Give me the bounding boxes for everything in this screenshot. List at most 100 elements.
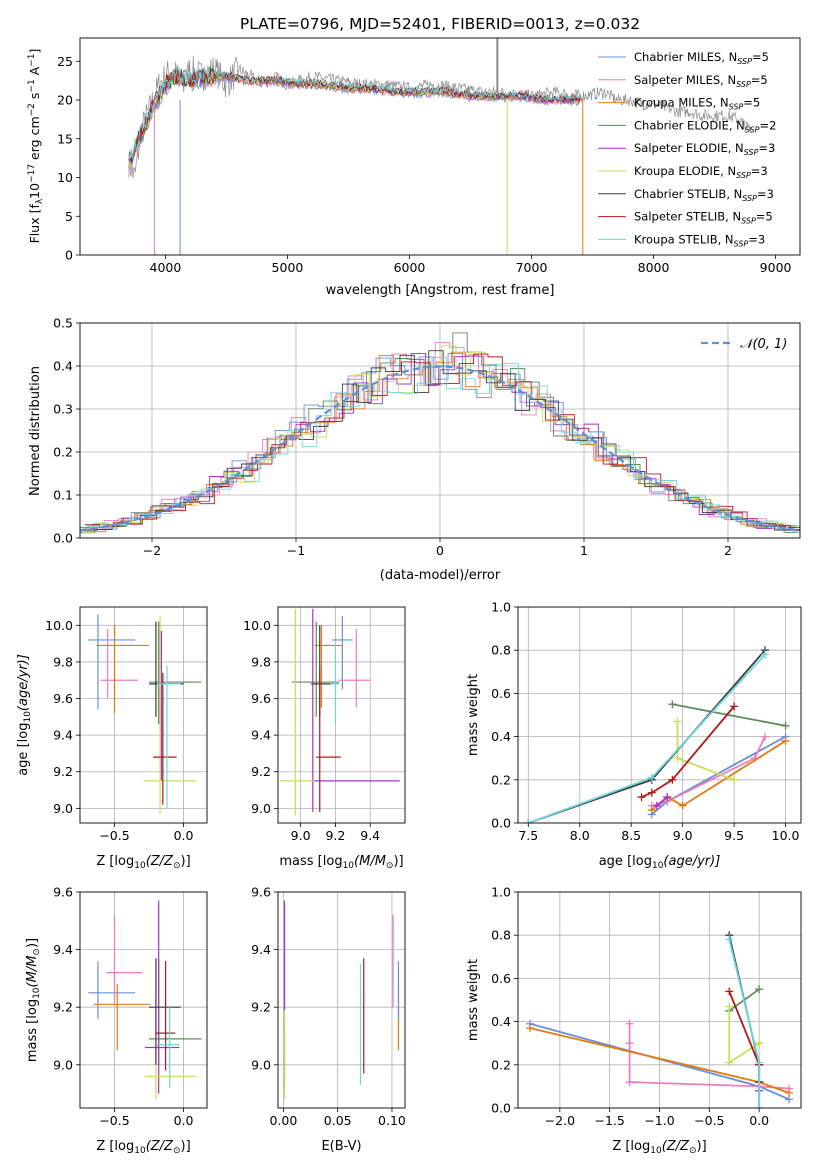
- legend-entry-part: =3: [758, 141, 775, 155]
- mass-weight-marker: [647, 773, 656, 782]
- residual-histogram: [81, 345, 800, 534]
- legend-entry-part: Salpeter ELODIE, N: [634, 141, 744, 155]
- mass-weight-marker: [730, 702, 739, 711]
- mass-weight-marker: [525, 1024, 534, 1033]
- mass-weight-marker: [781, 736, 790, 745]
- y-tick-label: 5: [65, 209, 73, 224]
- y-tick-label: 9.2: [251, 764, 271, 779]
- x-tick-label: 0.0: [174, 828, 194, 843]
- y-tick-label: 10.0: [243, 618, 271, 633]
- axes-frame: [277, 891, 406, 1109]
- label-segment: mass [log: [25, 999, 40, 1062]
- label-segment: (age/yr)]: [663, 854, 720, 869]
- y-tick-label: 0.1: [53, 488, 73, 503]
- mass-weight-marker: [625, 1019, 634, 1028]
- label-segment: −17: [27, 164, 37, 183]
- legend-entry-part: =5: [752, 50, 769, 64]
- label-segment: ⊙: [386, 861, 394, 871]
- y-tick-label: 25: [57, 54, 73, 69]
- x-tick-label: 9.5: [724, 828, 744, 843]
- mass-weight-marker: [725, 987, 734, 996]
- mass-weight-line: [651, 736, 766, 807]
- mass-weight-marker: [637, 793, 646, 802]
- age_vs_mass-panel: 9.0 9.2 9.4 9.0 9.2 9.4 9.6 9.8 10.0 mass [log10(…: [243, 606, 406, 871]
- x-tick-label: 5000: [272, 260, 304, 275]
- y-tick-label: 9.2: [53, 764, 73, 779]
- mass-weight-marker: [668, 775, 677, 784]
- y-tick-label: 9.6: [53, 885, 73, 900]
- y-tick-label: 0.8: [491, 643, 511, 658]
- y-tick-label: 10: [57, 170, 73, 185]
- residual-histogram: [83, 350, 800, 531]
- legend-entry-part: SSP: [729, 103, 744, 112]
- y-tick-label: 10.0: [45, 618, 73, 633]
- label-segment: Z [log: [96, 854, 134, 869]
- y-tick-label: 9.0: [53, 801, 73, 816]
- x-tick-label: 0.05: [324, 1113, 352, 1128]
- x-axis-label: age [log10(age/yr)]: [599, 854, 721, 871]
- legend-entry-part: SSP: [744, 148, 759, 157]
- mass-weight-marker: [524, 819, 533, 823]
- legend-entry: Salpeter STELIB, NSSP=5: [634, 210, 773, 226]
- label-segment: )]: [25, 938, 40, 948]
- x-tick-label: 9000: [760, 260, 792, 275]
- x-tick-label: −1.0: [644, 1113, 674, 1128]
- label-segment: ⊙: [173, 1146, 181, 1156]
- mass-weight-marker: [725, 1002, 734, 1011]
- x-tick-label: 1: [580, 543, 588, 558]
- legend-entry-part: Kroupa ELODIE, N: [634, 164, 736, 178]
- y-axis-label: Flux [fλ10−17 erg cm−2 s−1 A−1]: [27, 49, 45, 244]
- y-tick-label: 0.2: [491, 1057, 511, 1072]
- figure-title: PLATE=0796, MJD=52401, FIBERID=0013, z=0…: [240, 15, 640, 33]
- mass-weight-marker: [725, 935, 734, 944]
- mass-weight-marker: [663, 793, 672, 802]
- y-tick-label: 0.0: [491, 816, 511, 831]
- x-tick-label: 8.0: [570, 828, 590, 843]
- label-segment: mass [log: [279, 854, 342, 869]
- x-axis-label: E(B-V): [321, 1139, 361, 1154]
- legend-entry-part: Chabrier ELODIE, N: [634, 118, 745, 132]
- x-tick-label: 9.0: [291, 828, 311, 843]
- label-segment: (age/yr)]: [16, 654, 31, 711]
- label-segment: (M/M: [354, 854, 386, 869]
- legend-entry-part: =5: [756, 210, 773, 224]
- x-tick-label: 9.0: [673, 828, 693, 843]
- legend-entry-part: =3: [751, 164, 768, 178]
- x-tick-label: 0.0: [174, 1113, 194, 1128]
- label-segment: ⊙: [173, 861, 181, 871]
- mass-weight-marker: [785, 1088, 794, 1097]
- plot-area: [278, 607, 405, 823]
- x-tick-label: 0: [436, 543, 444, 558]
- mass-weight-marker: [760, 732, 769, 741]
- x-tick-label: −2.0: [545, 1113, 575, 1128]
- residual-histogram: [80, 352, 800, 534]
- mass-weight-line: [641, 705, 735, 798]
- label-segment: )]: [181, 1139, 191, 1154]
- label-segment: 10: [650, 1146, 662, 1156]
- label-segment: A: [27, 66, 42, 79]
- legend-entry: Kroupa ELODIE, NSSP=3: [634, 164, 768, 180]
- y-tick-label: 15: [57, 131, 73, 146]
- mass-weight-marker: [781, 721, 790, 730]
- axes-frame: [79, 606, 208, 824]
- y-axis-label: mass weight: [466, 674, 481, 756]
- label-segment: (Z/Z: [662, 1139, 690, 1154]
- x-axis-label: Z [log10(Z/Z⊙)]: [96, 854, 190, 871]
- mass-weight-marker: [725, 1058, 734, 1067]
- y-tick-label: 9.6: [251, 691, 271, 706]
- plot-area: [80, 607, 207, 823]
- x-tick-label: 7.5: [518, 828, 538, 843]
- y-tick-label: 0.4: [491, 1014, 511, 1029]
- y-tick-label: 0: [65, 248, 73, 263]
- y-axis-label: mass [log10(M/M⊙)]: [25, 938, 42, 1062]
- label-segment: Z [log: [96, 1139, 134, 1154]
- y-tick-label: 0.0: [53, 531, 73, 546]
- axes-frame: [79, 891, 208, 1109]
- label-segment: 10: [32, 987, 42, 999]
- y-tick-label: 9.4: [251, 728, 271, 743]
- x-axis-label: (data-model)/error: [380, 568, 501, 583]
- x-tick-label: −2: [143, 543, 161, 558]
- x-tick-label: 9.4: [360, 828, 380, 843]
- label-segment: 10: [23, 711, 33, 723]
